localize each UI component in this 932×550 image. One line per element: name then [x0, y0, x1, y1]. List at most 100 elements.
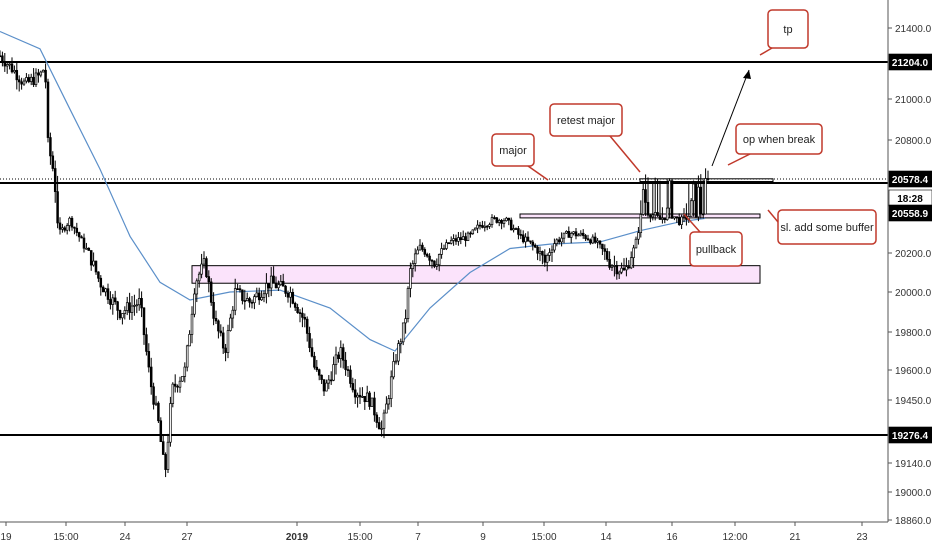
candle-body	[130, 305, 134, 313]
candle-body	[701, 213, 705, 216]
candle-body	[121, 313, 124, 319]
candle-body	[202, 258, 206, 265]
candle-body	[531, 241, 535, 246]
candle-body	[145, 334, 148, 352]
candle-body	[253, 296, 256, 304]
candle-body	[349, 369, 352, 384]
time-tick-label: 27	[181, 532, 193, 543]
price-tick-label: 20200.0	[895, 249, 932, 260]
candle-body	[521, 234, 525, 243]
candle-body	[181, 376, 184, 382]
candle-body	[41, 69, 45, 73]
candle-body	[512, 228, 515, 231]
candle-body	[265, 283, 268, 295]
candle-body	[464, 236, 467, 242]
time-tick-label: 19	[0, 532, 12, 543]
candle-body	[22, 80, 26, 85]
price-tag-bg	[888, 53, 932, 71]
candle-body	[601, 243, 604, 250]
candle-body	[111, 297, 115, 305]
candle-body	[421, 244, 424, 250]
candle-body	[305, 318, 309, 334]
candle-body	[668, 180, 671, 209]
candle-body	[591, 236, 595, 244]
candle-body	[562, 232, 566, 239]
time-tick-label: 15:00	[531, 532, 556, 543]
candle-body	[485, 225, 489, 228]
candle-body	[34, 72, 38, 85]
candle-body	[161, 441, 165, 455]
candle-body	[80, 236, 83, 239]
candle-body	[329, 379, 333, 382]
candle-body	[670, 180, 674, 219]
candle-body	[617, 271, 621, 275]
candle-body	[99, 277, 103, 288]
candle-body	[257, 292, 261, 301]
candle-body	[560, 237, 563, 243]
candle-body	[641, 189, 645, 215]
candle-body	[401, 322, 405, 343]
candle-body	[238, 288, 242, 291]
candle-body	[87, 247, 91, 251]
annotation-text: retest major	[557, 115, 615, 127]
candle-body	[241, 289, 244, 301]
candle-body	[598, 240, 602, 245]
candle-body	[291, 291, 295, 304]
candle-body	[193, 293, 196, 315]
annotation-6: pullback	[683, 213, 743, 267]
levels-layer	[0, 61, 888, 436]
candle-body	[646, 202, 650, 216]
candle-body	[461, 236, 465, 241]
candle-body	[353, 389, 357, 398]
candle-body	[529, 240, 532, 243]
time-tick-label: 2019	[286, 532, 309, 543]
candle-body	[332, 364, 335, 381]
candle-body	[375, 414, 379, 423]
candle-body	[634, 238, 638, 249]
candle-body	[113, 297, 117, 303]
candle-body	[37, 72, 40, 76]
candle-body	[128, 302, 131, 313]
candle-body	[536, 246, 539, 254]
candle-body	[313, 355, 316, 368]
price-tag: 19276.4	[888, 426, 932, 444]
candle-body	[553, 243, 556, 251]
candle-body	[92, 260, 95, 266]
candle-body	[207, 276, 211, 283]
candle-body	[493, 217, 496, 219]
candle-body	[543, 254, 547, 263]
candle-body	[224, 347, 227, 353]
candle-body	[104, 288, 107, 293]
time-tick-label: 9	[480, 532, 486, 543]
candle-body	[548, 252, 551, 256]
candle-body	[663, 217, 667, 221]
candle-body	[166, 441, 170, 470]
time-tick-label: 14	[600, 532, 612, 543]
price-tag: 20558.9	[888, 204, 932, 222]
candle-body	[154, 402, 158, 405]
candle-body	[142, 307, 146, 336]
candle-body	[267, 283, 271, 289]
annotation-pointer	[727, 153, 751, 166]
candle-body	[433, 260, 436, 267]
candle-body	[502, 220, 506, 224]
candle-body	[260, 296, 263, 301]
candle-body	[495, 217, 499, 223]
annotation-2: retest major	[549, 103, 641, 173]
candle-body	[75, 227, 79, 233]
candle-body	[85, 247, 88, 250]
candle-body	[61, 227, 64, 230]
candle-body	[613, 265, 616, 267]
candle-body	[625, 266, 628, 271]
candle-body	[20, 81, 23, 85]
candle-body	[152, 386, 155, 405]
price-tag-label: 19276.4	[892, 431, 929, 442]
price-tick-label: 21400.0	[895, 24, 932, 35]
candle-body	[507, 217, 511, 221]
candle-body	[425, 253, 429, 257]
candle-body	[397, 343, 400, 362]
candle-body	[125, 302, 129, 311]
